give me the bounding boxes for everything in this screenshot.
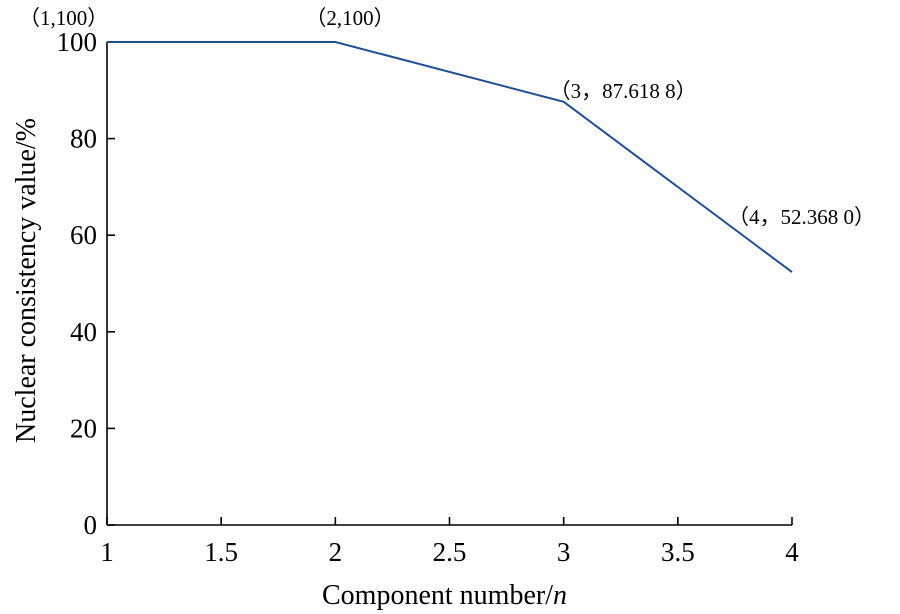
x-tick-label: 2.5: [433, 537, 467, 567]
y-axis-ticks: 0 20 40 60 80 100: [57, 27, 115, 540]
data-label: （2,100）: [305, 6, 394, 30]
axes: [106, 42, 792, 526]
x-axis-ticks: 1 1.5 2 2.5 3 3.5 4: [100, 517, 799, 567]
y-tick-label: 0: [84, 510, 98, 540]
x-axis-title: Component number/n: [322, 580, 567, 611]
y-tick-label: 40: [70, 317, 97, 347]
series-group: [106, 41, 793, 273]
y-axis-title: Nuclear consistency value/%: [11, 118, 42, 443]
series-line: [107, 41, 793, 273]
data-labels: （1,100） （2,100） （3，87.618 8） （4，52.368 0）: [19, 6, 875, 229]
x-tick-label: 3.5: [661, 537, 695, 567]
x-tick-label: 3: [557, 537, 571, 567]
data-label: （4，52.368 0）: [728, 205, 875, 229]
x-tick-label: 1: [100, 537, 114, 567]
x-tick-label: 4: [785, 537, 799, 567]
y-tick-label: 80: [70, 124, 97, 154]
x-tick-label: 2: [329, 537, 343, 567]
y-tick-label: 60: [70, 220, 97, 250]
data-label: （3，87.618 8）: [550, 79, 697, 103]
y-tick-label: 100: [57, 27, 98, 57]
data-label: （1,100）: [19, 6, 108, 30]
x-tick-label: 1.5: [204, 537, 238, 567]
y-tick-label: 20: [70, 413, 97, 443]
